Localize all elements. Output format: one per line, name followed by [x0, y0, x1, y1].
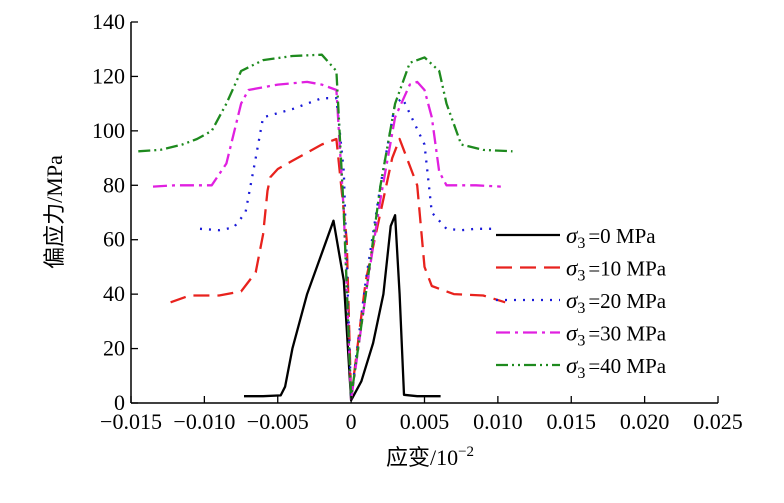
- legend-subscript: 3: [577, 365, 585, 382]
- x-axis-title: 应变/10−2: [386, 444, 474, 470]
- series-line-4: [138, 53, 513, 399]
- y-tick-label: 100: [92, 118, 125, 143]
- series-line-1: [170, 137, 506, 399]
- legend-sigma: σ: [566, 256, 579, 281]
- legend-label-4: σ3 =40 MPa: [566, 353, 667, 382]
- axes: −0.015 −0.010 −0.005 0 0.005 0.010 0.015 0.020 0…: [92, 9, 743, 434]
- x-tick-label: 0.020: [620, 409, 670, 434]
- legend-sigma: σ: [566, 223, 579, 248]
- legend-text: =10 MPa: [588, 257, 666, 281]
- legend-text: =0 MPa: [588, 224, 656, 248]
- legend-label-2: σ3 =20 MPa: [566, 288, 667, 317]
- legend-text: =30 MPa: [588, 322, 666, 346]
- x-tick-label: −0.005: [247, 409, 309, 434]
- legend-label-1: σ3 =10 MPa: [566, 256, 667, 285]
- legend-subscript: 3: [577, 268, 585, 285]
- legend-subscript: 3: [577, 235, 585, 252]
- plot-area: [138, 53, 513, 402]
- y-tick-label: 140: [92, 9, 125, 34]
- legend-text: =40 MPa: [588, 354, 666, 378]
- series-line-3: [152, 80, 501, 402]
- y-tick-label: 120: [92, 63, 125, 88]
- legend-subscript: 3: [577, 333, 585, 350]
- x-tick-label: −0.010: [173, 409, 235, 434]
- y-ticks: 0 20 40 60 80 100 120 140: [92, 9, 138, 415]
- x-ticks: −0.015 −0.010 −0.005 0 0.005 0.010 0.015 0.020 0…: [100, 396, 743, 434]
- y-tick-label: 80: [103, 172, 125, 197]
- x-axis-title-exponent: −2: [458, 444, 474, 460]
- x-tick-label: 0.025: [693, 409, 743, 434]
- y-tick-label: 40: [103, 281, 125, 306]
- x-tick-label: 0: [346, 409, 357, 434]
- y-tick-label: 60: [103, 227, 125, 252]
- x-tick-label: 0.010: [473, 409, 523, 434]
- y-tick-label: 20: [103, 336, 125, 361]
- legend-subscript: 3: [577, 300, 585, 317]
- series-line-0: [244, 214, 441, 402]
- legend-label-3: σ3 =30 MPa: [566, 321, 667, 350]
- legend-sigma: σ: [566, 353, 579, 378]
- legend-sigma: σ: [566, 288, 579, 313]
- legend-label-0: σ3 =0 MPa: [566, 223, 656, 252]
- x-tick-label: −0.015: [100, 409, 162, 434]
- x-tick-label: 0.005: [400, 409, 450, 434]
- legend-text: =20 MPa: [588, 289, 666, 313]
- x-tick-label: 0.015: [547, 409, 597, 434]
- y-axis-title: 偏应力/MPa: [42, 155, 67, 269]
- y-tick-label: 0: [114, 390, 125, 415]
- x-axis-title-text: 应变/10: [386, 445, 458, 470]
- legend-sigma: σ: [566, 321, 579, 346]
